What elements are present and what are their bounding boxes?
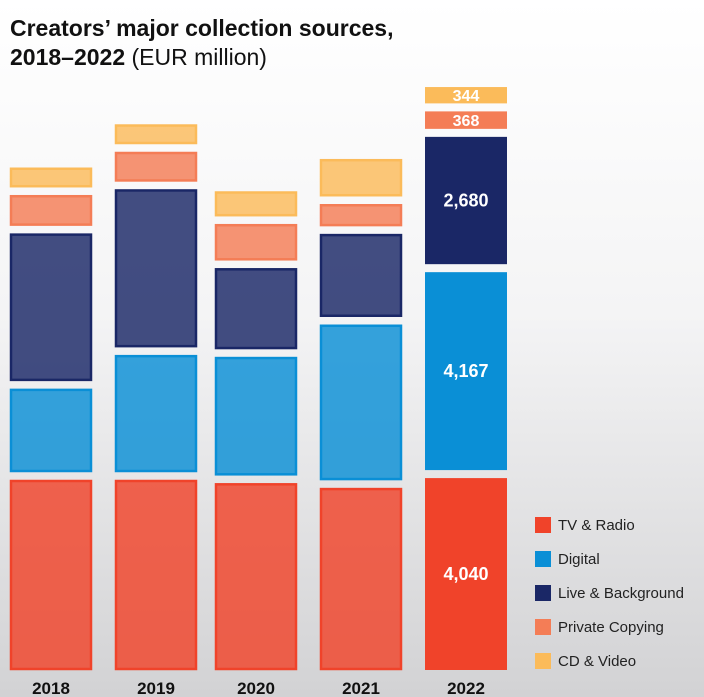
legend-item-live-background: Live & Background xyxy=(535,576,684,610)
bar-segment-2019-digital xyxy=(114,354,198,473)
data-label-2022-digital: 4,167 xyxy=(443,361,488,381)
data-label-2022-live-background: 2,680 xyxy=(443,191,488,211)
bar-segment-2021-digital xyxy=(319,324,403,481)
bar-segment-2022-digital xyxy=(425,272,507,471)
legend-swatch-cd-video xyxy=(535,653,551,669)
legend-item-cd-video: CD & Video xyxy=(535,644,684,678)
legend-label-tv-radio: TV & Radio xyxy=(558,516,635,534)
legend-swatch-live-background xyxy=(535,585,551,601)
bar-segment-2019-live-background xyxy=(114,189,198,348)
data-label-2022-private-copying: 368 xyxy=(453,113,480,130)
bar-segment-2020-live-background xyxy=(214,268,298,350)
x-tick-label-2020: 2020 xyxy=(237,679,275,697)
legend-swatch-digital xyxy=(535,551,551,567)
chart-title: Creators’ major collection sources, 2018… xyxy=(10,14,393,72)
data-label-2022-tv-radio: 4,040 xyxy=(443,564,488,584)
bar-segment-2018-live-background xyxy=(9,233,93,382)
legend-label-live-background: Live & Background xyxy=(558,584,684,602)
bar-segment-2018-private-copying xyxy=(9,194,93,226)
legend-item-private-copying: Private Copying xyxy=(535,610,684,644)
legend-swatch-tv-radio xyxy=(535,517,551,533)
x-tick-label-2018: 2018 xyxy=(32,679,70,697)
x-tick-label-2022: 2022 xyxy=(447,679,485,697)
legend-swatch-private-copying xyxy=(535,619,551,635)
bar-segment-2020-digital xyxy=(214,356,298,476)
bar-segment-2018-cd-video xyxy=(9,167,93,188)
data-label-2022-cd-video: 344 xyxy=(453,88,480,105)
legend-label-private-copying: Private Copying xyxy=(558,618,664,636)
bar-segment-2022-private-copying xyxy=(425,111,507,129)
bar-segment-2021-live-background xyxy=(319,233,403,318)
bar-segment-2018-tv-radio xyxy=(9,479,93,671)
x-tick-label-2019: 2019 xyxy=(137,679,175,697)
bar-segment-2020-tv-radio xyxy=(214,483,298,671)
title-line-2: 2018–2022 xyxy=(10,44,126,70)
bar-segment-2019-tv-radio xyxy=(114,479,198,671)
legend-item-digital: Digital xyxy=(535,542,684,576)
x-tick-label-2021: 2021 xyxy=(342,679,380,697)
title-line-1: Creators’ major collection sources, xyxy=(10,15,394,41)
bar-segment-2021-tv-radio xyxy=(319,487,403,671)
legend: TV & Radio Digital Live & Background Pri… xyxy=(535,508,684,678)
bar-segment-2021-cd-video xyxy=(319,158,403,197)
legend-label-digital: Digital xyxy=(558,550,600,568)
bar-segment-2020-private-copying xyxy=(214,223,298,261)
bar-segment-2022-live-background xyxy=(425,136,507,265)
bar-segment-2021-private-copying xyxy=(319,204,403,227)
legend-item-tv-radio: TV & Radio xyxy=(535,508,684,542)
title-unit: (EUR million) xyxy=(131,44,267,70)
legend-label-cd-video: CD & Video xyxy=(558,652,637,670)
bar-segment-2022-tv-radio xyxy=(425,478,507,670)
bar-segment-2022-cd-video xyxy=(425,87,507,104)
bar-segment-2020-cd-video xyxy=(214,191,298,217)
bar-segment-2019-private-copying xyxy=(114,151,198,182)
bar-segment-2019-cd-video xyxy=(114,124,198,145)
bar-segment-2018-digital xyxy=(9,388,93,473)
